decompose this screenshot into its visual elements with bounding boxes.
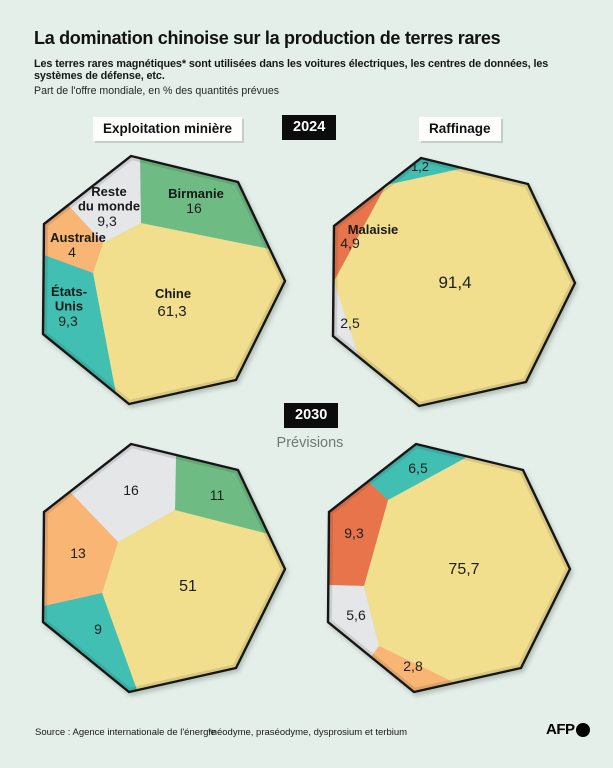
slice-value-label: 16 — [123, 482, 139, 498]
afp-logo-text: AFP — [546, 721, 575, 738]
slice-value-label: 4,9 — [340, 235, 360, 251]
slice-refining-2030-yellow — [364, 457, 570, 683]
slice-country-label: États- — [51, 284, 87, 299]
slice-value-label: 1,2 — [411, 159, 429, 174]
slice-value-label: 11 — [210, 487, 225, 503]
slice-mining-2030-teal — [43, 593, 137, 692]
slice-value-label: 5,6 — [346, 607, 366, 623]
slice-value-label: 61,3 — [157, 303, 186, 320]
slice-value-label: 16 — [186, 200, 202, 216]
slice-value-label: 51 — [179, 578, 197, 595]
slice-country-label: Unis — [55, 299, 83, 314]
slice-refining-2030-rust — [329, 481, 388, 586]
slice-value-label: 4 — [68, 244, 76, 260]
slice-refining-2024-grey — [333, 281, 359, 357]
heptagon-outline — [41, 442, 287, 694]
year-badge-2030: 2030 — [284, 403, 339, 428]
slice-country-label: du monde — [78, 199, 140, 214]
slice-value-label: 9,3 — [97, 213, 117, 229]
slice-value-label: 91,4 — [438, 273, 471, 292]
slice-mining-2024-Chine — [93, 223, 285, 404]
slice-value-label: 2,8 — [403, 658, 423, 674]
heptagon-chart-mining-2030: 51 11 16 13 9 — [41, 442, 287, 694]
slice-mining-2024-Australie — [44, 205, 103, 273]
afp-logo-dot-icon — [575, 722, 590, 737]
slice-refining-2030-grey — [328, 585, 379, 657]
heptagon-outline — [331, 156, 577, 408]
slice-refining-2024-Malaisie — [334, 185, 386, 281]
year-badge-2024: 2024 — [282, 115, 337, 140]
column-label-refining: Raffinage — [419, 117, 501, 141]
slice-country-label: Reste — [91, 184, 126, 199]
headline: La domination chinoise sur la production… — [34, 28, 501, 48]
heptagon-outline — [41, 154, 287, 406]
unit-note: Part de l'offre mondiale, en % des quant… — [34, 85, 280, 97]
slice-value-label: 2,5 — [340, 315, 360, 331]
slice-value-label: 9,3 — [344, 525, 364, 541]
forecast-label: Prévisions — [276, 435, 344, 451]
slice-mining-2030-yellow — [102, 510, 285, 690]
slice-mining-2030-orange — [44, 492, 118, 606]
asterisk-note: *néodyme, praséodyme, dysprosium et terb… — [208, 727, 408, 738]
slice-mining-2030-green — [175, 455, 269, 534]
subtitle: Les terres rares magnétiques* sont utili… — [34, 58, 549, 82]
slice-value-label: 9,3 — [58, 313, 78, 329]
source-note: Source : Agence internationale de l'éner… — [35, 727, 216, 738]
slice-mining-2024-Birmanie — [140, 158, 270, 249]
afp-logo: AFP — [546, 721, 590, 738]
slice-value-label: 13 — [70, 545, 86, 561]
slice-value-label: 75,7 — [448, 561, 479, 578]
slice-mining-2030-grey — [70, 444, 176, 542]
slice-value-label: 9 — [94, 621, 102, 637]
slice-country-label: Birmanie — [168, 186, 224, 201]
slice-mining-2024-Reste du monde — [68, 156, 141, 243]
slice-refining-2030-teal — [368, 444, 467, 500]
heptagon-outline — [326, 442, 572, 694]
slice-mining-2024-États-Unis — [43, 255, 116, 394]
slice-country-label: Chine — [155, 286, 191, 301]
slice-value-label: 6,5 — [408, 460, 428, 476]
column-label-mining: Exploitation minière — [93, 117, 243, 141]
slice-country-label: Malaisie — [348, 222, 399, 237]
slice-country-label: Australie — [50, 230, 106, 245]
slice-refining-2030-orange — [371, 646, 455, 692]
slice-refining-2024-Chine — [334, 168, 575, 406]
heptagon-chart-refining-2030: 75,7 6,5 9,3 5,6 2,8 — [326, 442, 572, 694]
